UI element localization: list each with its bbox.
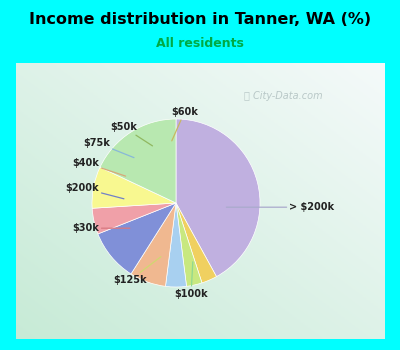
Wedge shape [176,203,216,283]
Text: $100k: $100k [174,262,208,299]
Wedge shape [176,203,202,286]
Text: $50k: $50k [110,122,152,146]
Text: ⓘ City-Data.com: ⓘ City-Data.com [244,91,323,101]
Wedge shape [166,203,186,287]
Wedge shape [176,119,260,276]
Text: $75k: $75k [83,138,134,158]
Wedge shape [92,167,176,208]
Text: $40k: $40k [72,158,126,176]
Text: Income distribution in Tanner, WA (%): Income distribution in Tanner, WA (%) [29,12,371,27]
Text: > $200k: > $200k [226,202,334,212]
Text: $30k: $30k [72,223,130,233]
Wedge shape [100,119,176,203]
Text: $125k: $125k [113,257,161,285]
Wedge shape [98,203,176,274]
Wedge shape [131,203,176,286]
Text: $200k: $200k [65,183,124,199]
Text: $60k: $60k [171,107,198,141]
Wedge shape [92,203,176,234]
Text: All residents: All residents [156,37,244,50]
